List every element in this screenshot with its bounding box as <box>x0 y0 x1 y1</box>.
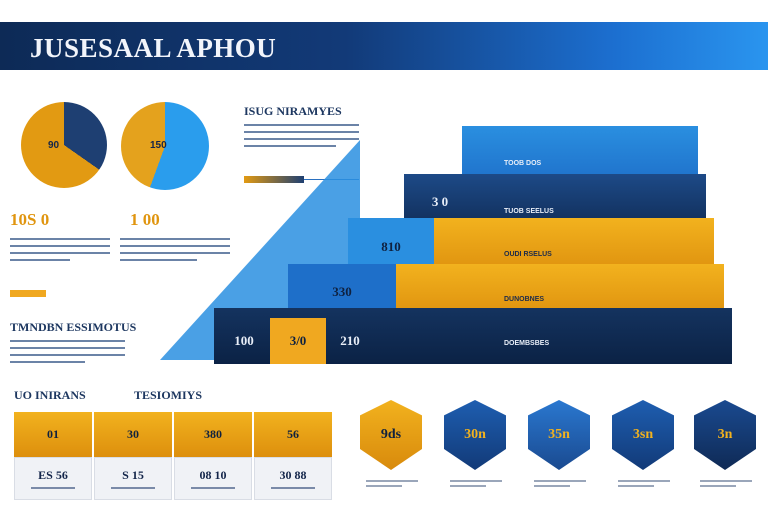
stat-accent <box>10 290 46 297</box>
pie-label-1: 90 <box>48 140 60 151</box>
tile-4-value: 30 88 <box>279 468 307 482</box>
tile-1-value: ES 56 <box>38 468 68 482</box>
page-title: JUSESAAL APHOU <box>30 33 277 63</box>
stat-2: 1 00 <box>130 210 160 229</box>
hex-badge-2: 30n <box>444 400 506 470</box>
hex-caption-5 <box>700 480 752 492</box>
hex-badge-1: 9ds <box>360 400 422 470</box>
step-2-block: 3/0 <box>270 318 326 364</box>
hex-3-value: 35n <box>548 427 570 442</box>
tiles-heading-2: TESIOMIYS <box>134 388 203 402</box>
tile-2-value: S 15 <box>122 468 144 482</box>
header-banner: JUSESAAL APHOU <box>0 22 768 70</box>
hex-caption-2 <box>450 480 502 492</box>
step-2-value: 3/0 <box>289 333 307 348</box>
hex-1-value: 9ds <box>380 427 402 442</box>
tile-1-top: 01 <box>14 412 92 457</box>
stat-1: 10S 0 <box>10 210 50 229</box>
hex-caption-4 <box>618 480 670 492</box>
stat-1-text <box>10 238 110 266</box>
tile-4: 56 30 88 <box>254 412 332 500</box>
hex-5-value: 3n <box>717 427 733 442</box>
right-label-3: OUDI RSELUS <box>504 251 552 258</box>
tile-2: 30 S 15 <box>94 412 172 500</box>
right-label-4: DUNOBNES <box>504 296 545 303</box>
pie-chart-1 <box>21 102 107 188</box>
tile-3-top: 380 <box>174 412 252 457</box>
step-1-value-box: 100 <box>222 318 266 364</box>
tile-2-top: 30 <box>94 412 172 457</box>
pie-label-2: 150 <box>150 140 167 151</box>
tile-3: 380 08 10 <box>174 412 252 500</box>
step-extra-value-box: 210 <box>330 318 370 364</box>
section-heading: TMNDBN ESSIMOTUS <box>10 320 137 334</box>
tiles-heading-1: UO INIRANS <box>14 388 86 402</box>
hex-badge-3: 35n <box>528 400 590 470</box>
hex-badge-4: 3sn <box>612 400 674 470</box>
hex-caption-3 <box>534 480 586 492</box>
hex-badge-5: 3n <box>694 400 756 470</box>
right-label-2: TUOB SEELUS <box>504 208 554 215</box>
tile-3-value: 08 10 <box>199 468 227 482</box>
right-label-5: DOEMBSBES <box>504 340 550 347</box>
top-heading: ISUG NIRAMYES <box>244 104 342 118</box>
step-extra-value: 210 <box>340 333 360 348</box>
right-label-1: TOOB DOS <box>504 160 542 167</box>
section-text-lines <box>10 340 125 368</box>
hex-caption-1 <box>366 480 418 492</box>
step-1-value: 100 <box>234 333 254 348</box>
tile-4-top: 56 <box>254 412 332 457</box>
tile-1: 01 ES 56 <box>14 412 92 500</box>
hex-2-value: 30n <box>464 427 486 442</box>
hex-4-value: 3sn <box>632 427 654 442</box>
step-5-value: 3 0 <box>431 194 449 209</box>
